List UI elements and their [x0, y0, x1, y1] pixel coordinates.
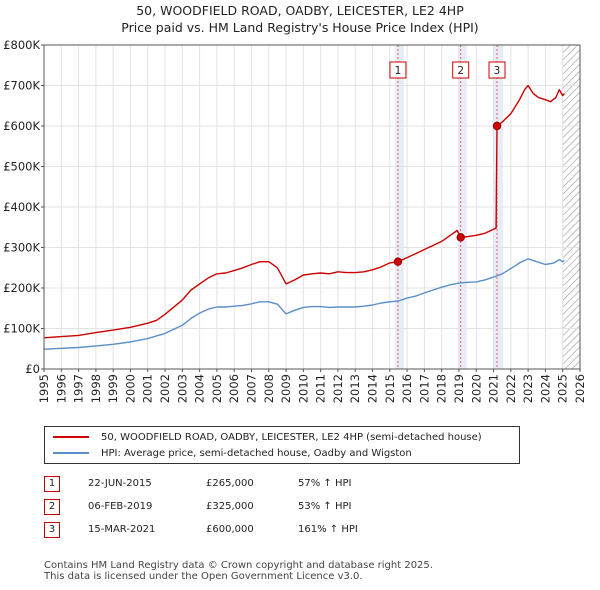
- sale-price: £265,000: [206, 478, 254, 489]
- x-tick-label: 2016: [400, 374, 414, 403]
- x-tick-label: 2008: [262, 374, 276, 403]
- legend-swatch-property: [53, 436, 89, 438]
- y-tick-label: £800K: [3, 38, 40, 52]
- x-tick-label: 2000: [123, 374, 137, 403]
- x-tick-label: 2003: [175, 374, 189, 403]
- sale-date: 06-FEB-2019: [88, 501, 153, 512]
- x-tick-label: 2018: [435, 374, 449, 403]
- y-tick-label: £500K: [3, 160, 40, 174]
- sale-label-box: [488, 61, 506, 79]
- sale-label: 3: [494, 65, 501, 77]
- x-tick-label: 2005: [210, 374, 224, 403]
- series-line-property: [43, 84, 565, 339]
- sale-price: £325,000: [206, 501, 254, 512]
- x-tick-label: 2020: [469, 374, 483, 403]
- x-tick-label: 2007: [244, 374, 258, 403]
- x-tick-label: 2014: [366, 374, 380, 403]
- sale-label: 2: [457, 65, 464, 77]
- sale-date: 22-JUN-2015: [88, 478, 152, 489]
- chart: 50, WOODFIELD ROAD, OADBY, LEICESTER, LE…: [3, 3, 587, 403]
- sale-hpi: 53% ↑ HPI: [298, 501, 352, 512]
- x-tick-label: 1998: [89, 374, 103, 403]
- x-tick-label: 2012: [331, 374, 345, 403]
- x-tick-label: 2011: [314, 374, 328, 403]
- legend-label-hpi: HPI: Average price, semi-detached house,…: [101, 447, 412, 459]
- x-tick-label: 2001: [141, 374, 155, 403]
- x-tick-label: 2025: [556, 374, 570, 403]
- footer-copyright: Contains HM Land Registry data © Crown c…: [44, 560, 433, 571]
- footer-license: This data is licensed under the Open Gov…: [44, 571, 363, 582]
- x-tick-label: 2006: [227, 374, 241, 403]
- x-tick-label: 2013: [348, 374, 362, 403]
- sale-hpi: 57% ↑ HPI: [298, 478, 352, 489]
- x-tick-label: 2017: [417, 374, 431, 403]
- x-tick-label: 1997: [72, 374, 86, 403]
- y-tick-label: £300K: [3, 241, 40, 255]
- legend-label-property: 50, WOODFIELD ROAD, OADBY, LEICESTER, LE…: [101, 431, 482, 443]
- legend-item-hpi: HPI: Average price, semi-detached house,…: [53, 445, 412, 461]
- x-tick-label: 2023: [521, 374, 535, 403]
- sale-hpi: 161% ↑ HPI: [298, 524, 358, 535]
- sales-table: 1 22-JUN-2015 £265,000 57% ↑ HPI 2 06-FE…: [44, 472, 388, 541]
- sale-label: 1: [395, 65, 402, 77]
- x-tick-label: 1996: [54, 374, 68, 403]
- sale-marker: [492, 121, 502, 131]
- table-row: 3 15-MAR-2021 £600,000 161% ↑ HPI: [44, 518, 388, 541]
- legend: 50, WOODFIELD ROAD, OADBY, LEICESTER, LE…: [44, 426, 520, 464]
- legend-swatch-hpi: [53, 452, 89, 454]
- chart-subtitle: Price paid vs. HM Land Registry's House …: [121, 20, 478, 35]
- chart-title: 50, WOODFIELD ROAD, OADBY, LEICESTER, LE…: [136, 3, 464, 18]
- sale-badge: 2: [44, 498, 60, 515]
- y-tick-label: £100K: [3, 322, 40, 336]
- legend-item-property: 50, WOODFIELD ROAD, OADBY, LEICESTER, LE…: [53, 429, 482, 445]
- table-row: 1 22-JUN-2015 £265,000 57% ↑ HPI: [44, 472, 388, 495]
- sale-badge: 3: [44, 521, 60, 538]
- x-tick-label: 2022: [504, 374, 518, 403]
- y-tick-label: £600K: [3, 119, 40, 133]
- x-tick-label: 2021: [487, 374, 501, 403]
- series-line-hpi: [43, 258, 565, 350]
- x-tick-label: 1995: [37, 374, 51, 403]
- x-tick-label: 2010: [296, 374, 310, 403]
- y-tick-label: £700K: [3, 79, 40, 93]
- x-tick-label: 2002: [158, 374, 172, 403]
- x-tick-label: 2024: [538, 374, 552, 403]
- sale-price: £600,000: [206, 524, 254, 535]
- sale-marker: [456, 233, 465, 242]
- y-tick-label: £0: [25, 362, 40, 376]
- table-row: 2 06-FEB-2019 £325,000 53% ↑ HPI: [44, 495, 388, 518]
- sale-date: 15-MAR-2021: [88, 524, 156, 535]
- sale-label-box: [389, 61, 407, 79]
- x-tick-label: 2015: [383, 374, 397, 403]
- x-tick-label: 2026: [573, 374, 587, 403]
- footer: Contains HM Land Registry data © Crown c…: [44, 560, 433, 582]
- x-tick-label: 2004: [193, 374, 207, 403]
- x-tick-label: 2019: [452, 374, 466, 403]
- sale-label-box: [452, 61, 470, 79]
- sale-badge: 1: [44, 475, 60, 492]
- x-tick-label: 1999: [106, 374, 120, 403]
- y-tick-label: £200K: [3, 281, 40, 295]
- x-tick-label: 2009: [279, 374, 293, 403]
- y-tick-label: £400K: [3, 200, 40, 214]
- sale-marker: [393, 257, 403, 266]
